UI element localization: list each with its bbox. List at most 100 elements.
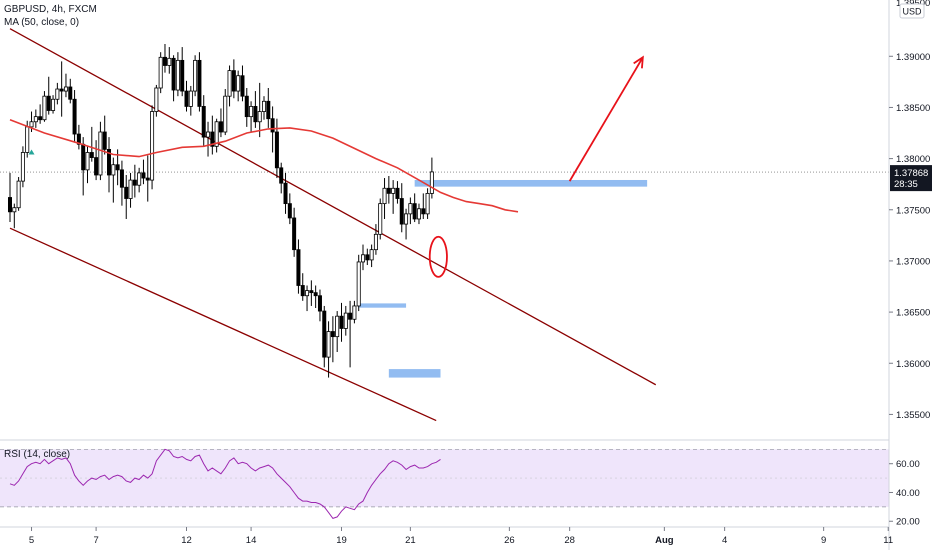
candle (330, 316, 335, 363)
candle-body (193, 59, 198, 92)
candle (162, 44, 167, 73)
drawing-annotations[interactable] (28, 55, 644, 278)
candle (201, 95, 206, 147)
time-tick-label: 26 (504, 535, 515, 546)
candle (42, 91, 47, 122)
candle-body (72, 98, 77, 135)
candle (111, 157, 116, 203)
currency-badge-label: USD (902, 7, 922, 17)
candle (326, 321, 331, 378)
candle (214, 118, 219, 153)
signal-marker-icon (28, 149, 35, 155)
candle (89, 126, 94, 162)
rsi-line (9, 448, 441, 519)
candle-body (266, 100, 271, 120)
support-zone-low[interactable] (388, 369, 441, 378)
candle (335, 311, 340, 352)
candle-body (145, 177, 150, 181)
candle-body (85, 152, 90, 171)
candle (249, 101, 254, 132)
candle-body (421, 208, 426, 215)
price-tick-label: 1.38500 (896, 103, 930, 114)
last-price-value: 1.37868 (894, 168, 928, 179)
candle (171, 55, 176, 102)
candle-body (102, 131, 107, 150)
candle (141, 159, 146, 185)
candle (240, 65, 245, 102)
candle-body (378, 203, 383, 235)
candle (85, 146, 90, 184)
rsi-tick-label: 20.00 (896, 517, 920, 528)
candle (180, 47, 185, 97)
candle (107, 137, 112, 193)
candle (188, 85, 193, 116)
candle (309, 280, 314, 306)
candle (223, 89, 228, 136)
candle-body (180, 59, 185, 92)
candle-body (51, 98, 56, 111)
candle-body (46, 95, 51, 111)
candle-body (20, 152, 25, 182)
channel-upper-line[interactable] (9, 28, 657, 386)
resistance-zone[interactable] (414, 179, 648, 187)
highlight-ellipse[interactable] (428, 235, 448, 278)
candle-body (309, 290, 314, 294)
candle-body (240, 75, 245, 97)
candle (55, 82, 60, 105)
candle-body (395, 187, 400, 199)
candle (300, 273, 305, 301)
candle-body (326, 331, 331, 358)
time-tick-label: 14 (246, 535, 257, 546)
candle (352, 300, 357, 324)
currency-badge[interactable] (899, 3, 925, 19)
candle (317, 289, 322, 322)
candle (399, 183, 404, 233)
candle (279, 162, 284, 194)
channel-lower-line[interactable] (9, 227, 437, 422)
arrow-line[interactable] (568, 56, 644, 182)
symbol-legend[interactable]: GBPUSD, 4h, FXCM (4, 4, 97, 15)
candle-body (167, 57, 172, 66)
candle-body (236, 75, 241, 92)
ma-legend[interactable]: MA (50, close, 0) (4, 17, 80, 28)
rsi-tick-label: 40.00 (896, 488, 920, 499)
candle-body (184, 90, 189, 107)
candle (145, 155, 150, 202)
candle-body (369, 249, 374, 261)
candle (20, 146, 25, 188)
support-zone-mid[interactable] (358, 303, 407, 308)
candle-body (89, 152, 94, 158)
candle (356, 254, 361, 312)
price-zones[interactable] (0, 171, 889, 378)
candle-body (55, 88, 60, 100)
candlestick-series (7, 44, 434, 378)
candle-body (132, 179, 137, 186)
candle-body (249, 106, 254, 118)
candle-body (171, 57, 176, 91)
price-tick-label: 1.37500 (896, 205, 930, 216)
candle-body (416, 208, 421, 220)
time-tick-label: 4 (722, 535, 727, 546)
price-tick-label: 1.37000 (896, 256, 930, 267)
candle-body (399, 198, 404, 225)
candle (119, 160, 124, 206)
candle-body (365, 254, 370, 261)
candle-body (356, 261, 361, 307)
candle-body (115, 164, 120, 171)
channel-lines[interactable] (9, 28, 657, 422)
candle (206, 121, 211, 157)
candle (236, 70, 241, 102)
rsi-pane (0, 439, 889, 519)
candle (287, 193, 292, 225)
candle-body (343, 312, 348, 329)
candle-body (76, 133, 81, 145)
candle-body (12, 207, 17, 213)
last-price-tag (890, 165, 932, 192)
candle-body (59, 88, 64, 92)
candle-body (124, 186, 129, 199)
candle (283, 172, 288, 214)
rsi-legend[interactable]: RSI (14, close) (4, 449, 71, 460)
candle-body (94, 157, 99, 176)
candle (137, 167, 142, 193)
